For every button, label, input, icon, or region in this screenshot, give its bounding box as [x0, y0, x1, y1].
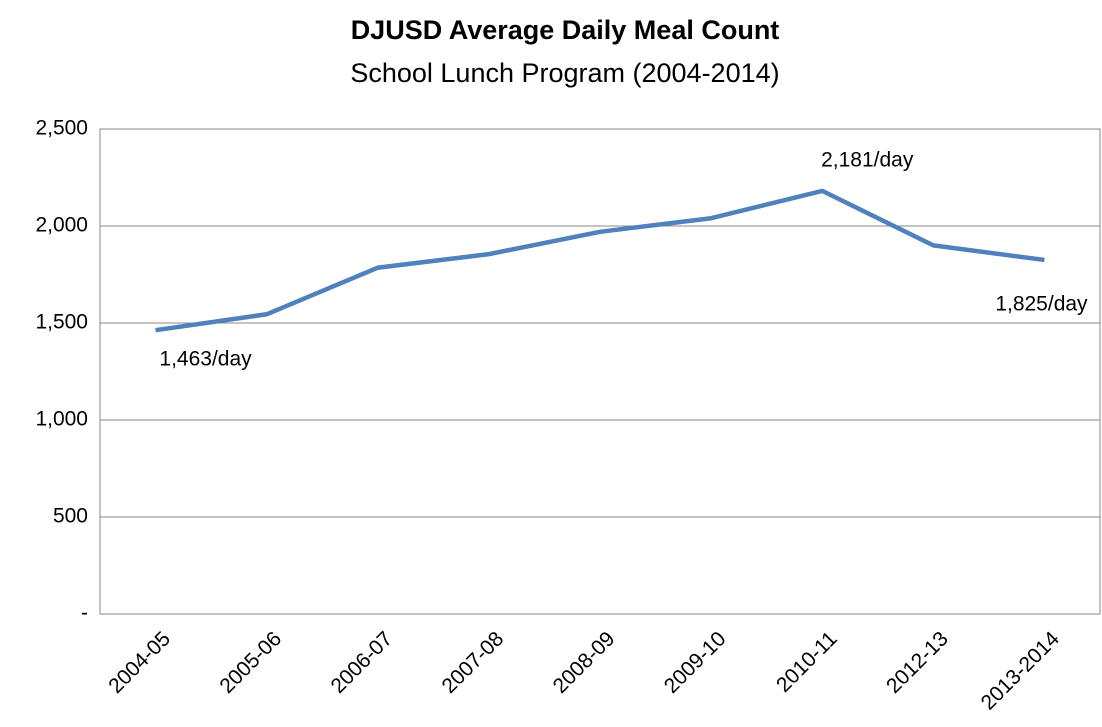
chart-subtitle: School Lunch Program (2004-2014)	[350, 58, 779, 88]
data-label: 1,463/day	[159, 348, 252, 371]
x-tick-label: 2008-09	[549, 627, 620, 698]
y-tick-label: -	[81, 602, 88, 625]
y-tick-label: 2,500	[35, 117, 88, 140]
x-tick-label: 2013-2014	[977, 627, 1065, 715]
x-tick-label: 2004-05	[104, 627, 175, 698]
y-tick-label: 2,000	[35, 214, 88, 237]
x-tick-label: 2005-06	[215, 627, 286, 698]
x-tick-label: 2007-08	[438, 627, 509, 698]
plot-frame	[99, 128, 1101, 615]
y-tick-label: 500	[53, 505, 88, 528]
x-tick-label: 2012-13	[882, 627, 953, 698]
data-line	[155, 188, 1045, 333]
y-tick-label: 1,500	[35, 311, 88, 334]
y-tick-label: 1,000	[35, 408, 88, 431]
x-tick-label: 2009-10	[660, 627, 731, 698]
data-label: 1,825/day	[995, 292, 1088, 315]
data-label: 2,181/day	[821, 148, 914, 171]
chart-title: DJUSD Average Daily Meal Count	[351, 15, 780, 45]
x-tick-label: 2006-07	[326, 627, 397, 698]
x-tick-label: 2010-11	[772, 627, 842, 697]
